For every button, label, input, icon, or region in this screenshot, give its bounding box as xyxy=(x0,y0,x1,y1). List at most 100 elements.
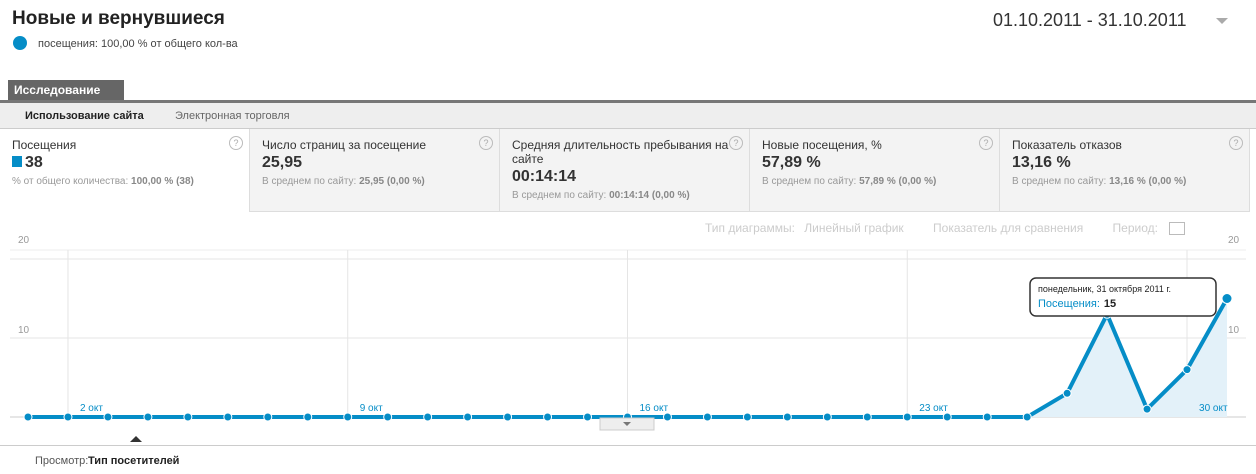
report-title: Новые и вернувшиеся xyxy=(12,8,225,29)
chart-type-label: Тип диаграммы: xyxy=(705,221,795,235)
y-tick-label: 10 xyxy=(18,325,30,336)
point xyxy=(662,412,672,422)
y-tick-label: 20 xyxy=(18,235,30,246)
date-range[interactable]: 01.10.2011 - 31.10.2011 xyxy=(993,10,1187,30)
help-icon: ? xyxy=(1229,136,1243,150)
calendar-icon[interactable] xyxy=(1169,222,1186,236)
period[interactable]: Период: xyxy=(1112,221,1158,235)
metric-note: В среднем по сайту: 00:14:14 (0,00 %) xyxy=(512,190,749,201)
point xyxy=(862,412,872,422)
note-label: В среднем по сайту: xyxy=(1012,176,1107,187)
metric-note: В среднем по сайту: 25,95 (0,00 %) xyxy=(262,176,499,187)
metric-label: Число страниц за посещение xyxy=(262,138,426,152)
compare[interactable]: Показатель для сравнения xyxy=(933,221,1084,235)
metric[interactable]: Посещения 38 % от общего количества: 100,0… xyxy=(0,129,250,212)
point xyxy=(303,412,313,422)
metric-label: Средняя длительность пребывания на сайте xyxy=(512,138,729,166)
metric-value: 00:14:14 xyxy=(512,168,749,186)
tooltip-label-text: Посещения: xyxy=(1038,298,1100,310)
metric-value-text: 00:14:14 xyxy=(512,168,577,185)
metric-note: В среднем по сайту: 13,16 % (0,00 %) xyxy=(1012,176,1249,187)
metric[interactable]: Показатель отказов 13,16 % В среднем по са… xyxy=(1000,129,1250,212)
x-tick-label: 23 окт xyxy=(919,403,948,414)
help-icon: ? xyxy=(979,136,993,150)
segment-icon xyxy=(13,36,27,50)
point xyxy=(822,412,832,422)
metric-note: В среднем по сайту: 57,89 % (0,00 %) xyxy=(762,176,999,187)
view-value[interactable]: Тип посетителей xyxy=(88,455,180,467)
metric-note: % от общего количества: 100,00 % (38) xyxy=(12,176,249,187)
series-swatch xyxy=(12,156,22,167)
point xyxy=(143,412,153,422)
x-tick-label: 2 окт xyxy=(80,403,103,414)
tab-bar xyxy=(0,100,1256,103)
point xyxy=(1182,365,1192,375)
point xyxy=(423,412,433,422)
x-tick-label: 30 окт xyxy=(1199,403,1228,414)
chart-type[interactable]: Линейный график xyxy=(804,221,904,235)
metric-value: 25,95 xyxy=(262,154,499,172)
segment: посещения: 100,00 % от общего кол-ва xyxy=(38,38,238,50)
note-label: В среднем по сайту: xyxy=(762,176,857,187)
metric-value: 13,16 % xyxy=(1012,154,1249,172)
point xyxy=(1221,293,1233,304)
help-icon: ? xyxy=(729,136,743,150)
area xyxy=(28,298,1227,417)
subtab[interactable]: Электронная торговля xyxy=(175,110,290,122)
metric-value-text: 57,89 % xyxy=(762,154,821,171)
view-label: Просмотр: xyxy=(35,455,89,467)
chart-toolbar: Тип диаграммы: Линейный график Показател… xyxy=(705,221,1186,236)
point xyxy=(702,412,712,422)
tooltip-box xyxy=(1029,277,1217,317)
point xyxy=(942,412,952,422)
chart: 10 10 20 20 2 окт 9 окт 16 окт 23 окт 30 окт поне… xyxy=(10,235,1246,442)
point xyxy=(782,412,792,422)
footer-caret xyxy=(130,436,142,442)
metric-label: Показатель отказов xyxy=(1012,138,1122,152)
tooltip-label: Посещения: 15 xyxy=(1038,298,1116,310)
date-dropdown[interactable] xyxy=(1216,18,1228,24)
note-label: В среднем по сайту: xyxy=(262,176,357,187)
tooltip-title: понедельник, 31 октября 2011 г. xyxy=(1038,284,1171,294)
point xyxy=(1062,388,1072,398)
note-value: 00:14:14 (0,00 %) xyxy=(609,190,690,201)
y-tick-label: 20 xyxy=(1228,235,1240,246)
note-value: 100,00 % (38) xyxy=(131,176,194,187)
point xyxy=(742,412,752,422)
note-value: 57,89 % (0,00 %) xyxy=(859,176,937,187)
point xyxy=(263,412,273,422)
point xyxy=(63,412,73,422)
x-tick-label: 9 окт xyxy=(360,403,383,414)
point xyxy=(1022,412,1032,422)
point xyxy=(982,412,992,422)
point xyxy=(23,412,33,422)
metric-label: Посещения xyxy=(12,138,77,152)
metric-value: 38 xyxy=(12,154,249,172)
point xyxy=(1142,404,1152,414)
subtabs: Использование сайта Электронная торговля xyxy=(0,103,1256,129)
metric[interactable]: Число страниц за посещение 25,95 В среднем… xyxy=(250,129,500,212)
note-value: 25,95 (0,00 %) xyxy=(359,176,425,187)
point xyxy=(223,412,233,422)
point xyxy=(463,412,473,422)
point xyxy=(343,412,353,422)
point xyxy=(383,412,393,422)
help-icon: ? xyxy=(229,136,243,150)
note-label: % от общего количества: xyxy=(12,176,129,187)
subtab[interactable]: Использование сайта xyxy=(25,110,144,122)
y-tick-label: 10 xyxy=(1228,325,1240,336)
point xyxy=(543,412,553,422)
tab[interactable]: Исследование xyxy=(8,80,124,100)
x-tick-label: 16 окт xyxy=(640,403,669,414)
metric-value-text: 13,16 % xyxy=(1012,154,1071,171)
note-value: 13,16 % (0,00 %) xyxy=(1109,176,1187,187)
point xyxy=(583,412,593,422)
metric-value: 57,89 % xyxy=(762,154,999,172)
help-icon: ? xyxy=(479,136,493,150)
point xyxy=(103,412,113,422)
tooltip-value: 15 xyxy=(1104,298,1116,310)
metric[interactable]: Новые посещения, % 57,89 % В среднем по са… xyxy=(750,129,1000,212)
metric-value-text: 38 xyxy=(25,154,43,171)
metric[interactable]: Средняя длительность пребывания на сайте… xyxy=(500,129,750,212)
